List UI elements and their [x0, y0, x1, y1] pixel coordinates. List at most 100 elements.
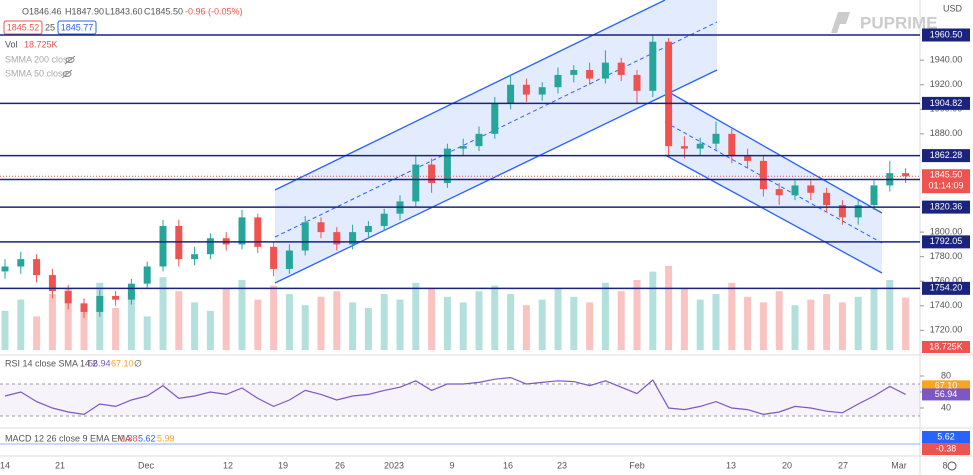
candle-body — [238, 217, 246, 245]
volume-bar — [64, 288, 72, 350]
candle-body — [1, 266, 9, 272]
volume-bar — [112, 308, 120, 350]
volume-bar — [570, 296, 578, 350]
volume-bar — [807, 299, 815, 350]
legend-volume-value: 18.725K — [24, 39, 58, 49]
volume-bar — [759, 302, 767, 350]
candle-body — [823, 192, 831, 206]
candle-body — [507, 84, 515, 104]
channel-line — [664, 154, 883, 274]
volume-bar — [507, 294, 515, 350]
volume-bar — [48, 294, 56, 350]
volume-bar — [222, 288, 230, 350]
rsi-value-label: 56.94 — [935, 389, 958, 399]
macd-title: MACD 12 26 close 9 EMA EMA — [5, 433, 131, 443]
volume-bar — [854, 296, 862, 350]
y-tick-label: 1920.00 — [930, 79, 963, 89]
macd-value-box — [922, 443, 970, 455]
volume-bar — [712, 294, 720, 350]
volume-bar — [586, 302, 594, 350]
ask-price[interactable]: 1845.77 — [61, 22, 94, 32]
x-tick-label: 27 — [838, 460, 848, 470]
legend-smma200: SMMA 200 close — [5, 54, 73, 64]
legend-volume: Vol — [5, 39, 18, 49]
volume-bar — [870, 288, 878, 350]
ohlc-close: C1845.50 — [144, 6, 183, 16]
volume-bar — [554, 288, 562, 350]
candle-body — [870, 185, 878, 206]
candle-body — [33, 259, 41, 276]
candle-body — [333, 232, 341, 245]
ask-button[interactable] — [57, 20, 97, 35]
candle-body — [48, 275, 56, 292]
volume-bar — [791, 305, 799, 350]
channel-line — [274, 0, 666, 191]
candle-body — [112, 295, 120, 300]
candle-body — [665, 41, 673, 147]
candle-body — [301, 222, 309, 251]
level-label-box — [922, 28, 970, 42]
candle-body — [428, 164, 436, 183]
candle-body — [522, 84, 530, 95]
bid-button[interactable] — [3, 20, 43, 35]
volume-bar — [601, 282, 609, 350]
volume-bar — [412, 282, 420, 350]
candle-body — [80, 303, 88, 312]
rsi-tick-label: 40 — [941, 402, 951, 412]
volume-bar — [459, 302, 467, 350]
macd-value-label: -0.38 — [936, 443, 957, 453]
level-label: 1862.28 — [930, 150, 963, 160]
volume-bar — [317, 296, 325, 350]
x-tick-label: 8 — [942, 460, 947, 470]
x-tick-label: 26 — [335, 460, 345, 470]
volume-bar — [1, 310, 9, 350]
volume-bar — [838, 302, 846, 350]
x-tick-label: 19 — [278, 460, 288, 470]
y-tick-label: 1720.00 — [930, 325, 963, 335]
candle-body — [270, 246, 278, 269]
candle-body — [680, 146, 688, 149]
volume-bar — [665, 266, 673, 350]
rsi-line — [4, 376, 906, 416]
volume-label-box — [922, 341, 970, 353]
volume-bar — [744, 296, 752, 350]
level-label-box — [922, 96, 970, 110]
ohlc-low: L1843.60 — [105, 6, 143, 16]
volume-bar — [728, 282, 736, 350]
x-tick-label: Dec — [138, 460, 155, 470]
ohlc-change: -0.96 (-0.05%) — [185, 6, 243, 16]
macd-value-box — [922, 431, 970, 443]
candle-body — [191, 254, 199, 260]
channel-line — [664, 89, 883, 214]
y-tick-label: 1880.00 — [930, 128, 963, 138]
bid-price[interactable]: 1845.52 — [7, 22, 40, 32]
x-tick-label: 14 — [0, 460, 10, 470]
candle-body — [159, 225, 167, 267]
candle-body — [475, 133, 483, 147]
candle-body — [206, 238, 214, 255]
rsi-tick-label: 80 — [941, 370, 951, 380]
spread: 25 — [45, 22, 55, 32]
candle-body — [902, 173, 910, 177]
volume-bar — [522, 305, 530, 350]
logo: PUPRIME — [831, 12, 937, 33]
candle-body — [838, 205, 846, 218]
x-tick-label: 20 — [782, 460, 792, 470]
candle-body — [712, 133, 720, 144]
volume-bar — [775, 291, 783, 350]
eye-icons[interactable] — [61, 55, 76, 79]
x-tick-label: Mar — [891, 460, 907, 470]
candle-body — [349, 232, 357, 245]
volume-bar — [617, 291, 625, 350]
currency: USD — [943, 3, 963, 13]
candle-body — [96, 295, 104, 312]
candle-body — [412, 164, 420, 202]
level-label: 1960.50 — [930, 29, 963, 39]
x-tick-label: 16 — [503, 460, 513, 470]
macd-signal-value: 5.99 — [157, 433, 175, 443]
candle-body — [649, 41, 657, 91]
settings-icon[interactable] — [947, 461, 957, 471]
rsi-extra: ∅ — [134, 358, 142, 368]
volume-bar — [696, 299, 704, 350]
